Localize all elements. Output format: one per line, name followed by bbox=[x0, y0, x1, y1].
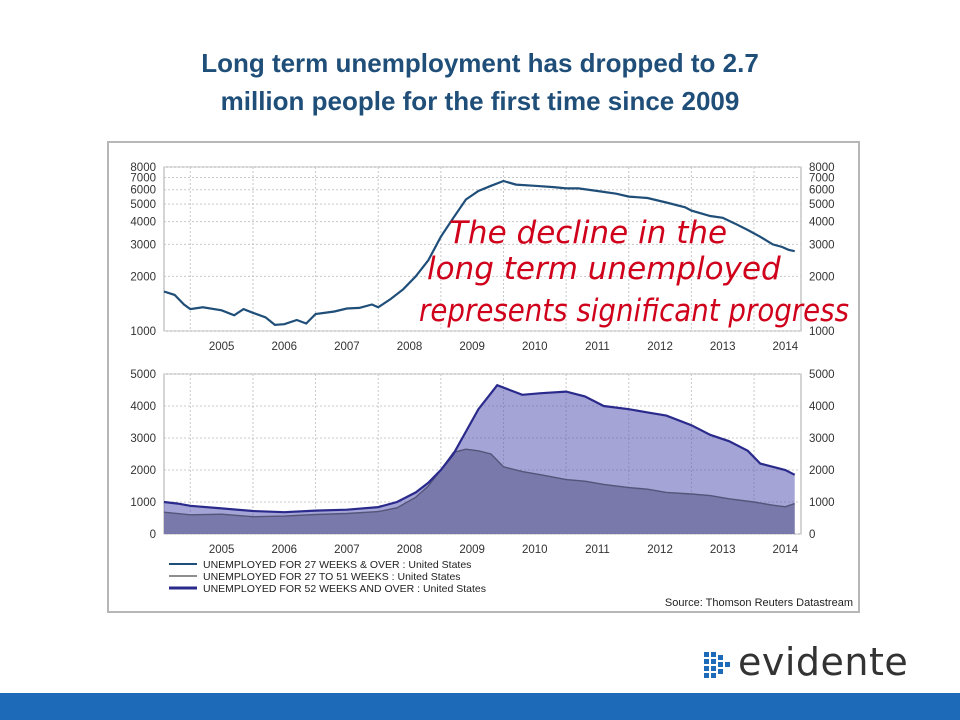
top-series-line bbox=[163, 179, 795, 327]
top-y-tick-right: 3000 bbox=[809, 239, 835, 251]
top-y-tick-right: 1000 bbox=[809, 326, 835, 338]
top-y-tick-right: 7000 bbox=[809, 173, 835, 185]
top-y-tick-left: 5000 bbox=[130, 199, 156, 211]
bottom-x-tick: 2009 bbox=[459, 544, 485, 556]
slide-title-line-1: Long term unemployment has dropped to 2.… bbox=[201, 48, 759, 78]
top-x-tick: 2012 bbox=[647, 341, 673, 353]
bottom-x-tick: 2014 bbox=[773, 544, 799, 556]
top-x-tick: 2014 bbox=[773, 341, 799, 353]
chart-svg: 1000 1000 2000 2000 3000 3000 4000 4000 5000 5000… bbox=[130, 162, 853, 609]
top-y-tick-left: 7000 bbox=[130, 173, 156, 185]
top-x-tick: 2007 bbox=[334, 341, 360, 353]
bottom-x-tick: 2005 bbox=[209, 544, 235, 556]
bottom-y-tick-right: 2000 bbox=[809, 465, 835, 477]
bottom-series-line-27-51 bbox=[163, 448, 795, 518]
legend-entry: UNEMPLOYED FOR 27 TO 51 WEEKS : United S… bbox=[203, 571, 461, 583]
top-y-tick-left: 1000 bbox=[130, 326, 156, 338]
top-y-tick-left: 3000 bbox=[130, 239, 156, 251]
bottom-x-tick: 2011 bbox=[585, 544, 610, 556]
bottom-y-tick-left: 0 bbox=[150, 529, 156, 541]
footer-bar bbox=[0, 693, 960, 720]
legend-entry: UNEMPLOYED FOR 52 WEEKS AND OVER : Unite… bbox=[203, 583, 486, 595]
top-y-tick-right: 4000 bbox=[809, 217, 835, 229]
bottom-y-tick-right: 0 bbox=[809, 529, 815, 541]
bottom-y-tick-right: 1000 bbox=[809, 497, 835, 509]
evidente-logo-mark-icon bbox=[704, 652, 730, 678]
top-y-tick-left: 2000 bbox=[130, 271, 156, 283]
bottom-series-area-52-plus bbox=[164, 385, 795, 534]
top-x-tick: 2008 bbox=[397, 341, 423, 353]
bottom-y-tick-right: 3000 bbox=[809, 433, 835, 445]
top-x-tick: 2010 bbox=[522, 341, 548, 353]
annotation-line: The decline in the bbox=[449, 215, 727, 251]
brand-name: evidente bbox=[738, 640, 909, 684]
evidente-logo: evidente bbox=[700, 640, 920, 688]
top-y-tick-left: 4000 bbox=[130, 217, 156, 229]
top-y-tick-left: 6000 bbox=[130, 185, 156, 197]
bottom-x-tick: 2006 bbox=[271, 544, 297, 556]
bottom-y-tick-right: 4000 bbox=[809, 401, 835, 413]
top-x-tick: 2006 bbox=[271, 341, 297, 353]
bottom-y-tick-right: 5000 bbox=[809, 369, 835, 381]
slide-title-line-2: million people for the first time since … bbox=[220, 86, 740, 116]
bottom-x-tick: 2013 bbox=[710, 544, 736, 556]
top-x-tick: 2005 bbox=[209, 341, 235, 353]
top-x-tick: 2013 bbox=[710, 341, 736, 353]
chart-source-note: Source: Thomson Reuters Datastream bbox=[665, 597, 853, 609]
bottom-x-tick: 2008 bbox=[397, 544, 423, 556]
bottom-x-tick: 2010 bbox=[522, 544, 548, 556]
top-y-tick-right: 6000 bbox=[809, 185, 835, 197]
top-x-tick: 2009 bbox=[459, 341, 485, 353]
bottom-y-tick-left: 2000 bbox=[130, 465, 156, 477]
top-y-tick-right: 5000 bbox=[809, 199, 835, 211]
bottom-series-line-52-plus bbox=[163, 383, 796, 514]
bottom-x-tick: 2007 bbox=[334, 544, 360, 556]
top-y-tick-left: 8000 bbox=[130, 162, 156, 174]
top-y-tick-right: 8000 bbox=[809, 162, 835, 174]
top-x-tick: 2011 bbox=[585, 341, 610, 353]
top-plot-area bbox=[163, 166, 802, 332]
bottom-y-tick-left: 1000 bbox=[130, 497, 156, 509]
bottom-x-tick: 2012 bbox=[647, 544, 673, 556]
top-y-tick-right: 2000 bbox=[809, 271, 835, 283]
bottom-y-tick-left: 4000 bbox=[130, 401, 156, 413]
annotation-line: long term unemployed bbox=[427, 251, 781, 287]
bottom-y-tick-left: 3000 bbox=[130, 433, 156, 445]
legend-entry: UNEMPLOYED FOR 27 WEEKS & OVER : United … bbox=[203, 559, 471, 571]
slide-title: Long term unemployment has dropped to 2.… bbox=[60, 44, 900, 120]
annotation-line: represents significant progress bbox=[419, 293, 849, 329]
chart-frame: 1000 1000 2000 2000 3000 3000 4000 4000 5000 5000… bbox=[107, 141, 860, 613]
bottom-y-tick-left: 5000 bbox=[130, 369, 156, 381]
